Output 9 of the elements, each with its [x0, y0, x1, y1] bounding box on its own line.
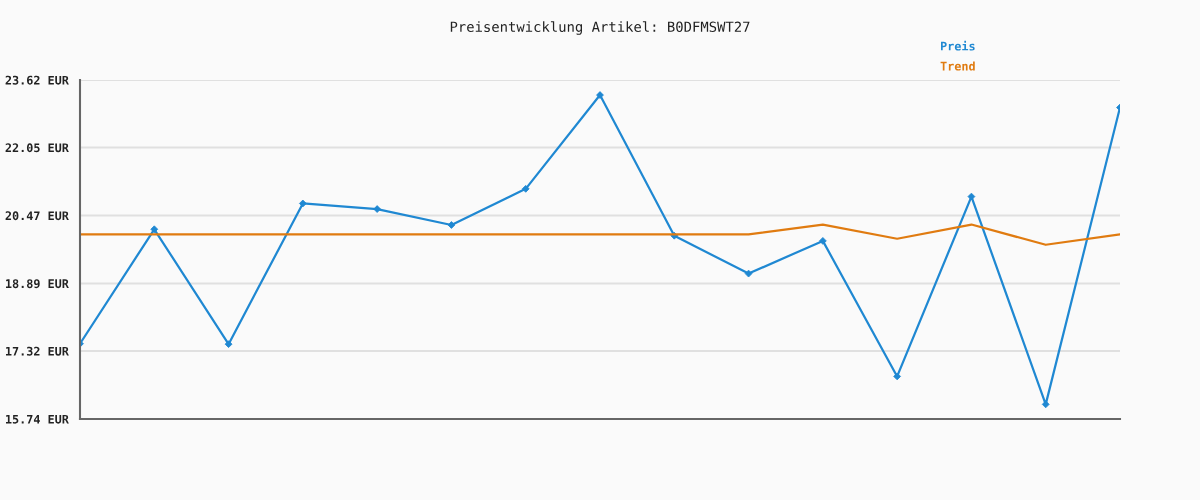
text: Trend — [940, 61, 975, 71]
y-tick-label: 18.89 EUR — [6, 279, 69, 289]
y-tick-label: 20.47 EUR — [5, 211, 69, 221]
y-tick-label: 15.74 EUR — [6, 414, 69, 424]
chart-title: Preisentwicklung Artikel: B0DFMSWT27 — [450, 21, 750, 35]
y-tick-label: 17.32 EUR — [6, 346, 69, 356]
y-tick-label: 23.62 EUR — [5, 75, 69, 85]
text: Preis — [941, 40, 975, 51]
y-tick-label: 22.05 EUR — [5, 143, 69, 153]
